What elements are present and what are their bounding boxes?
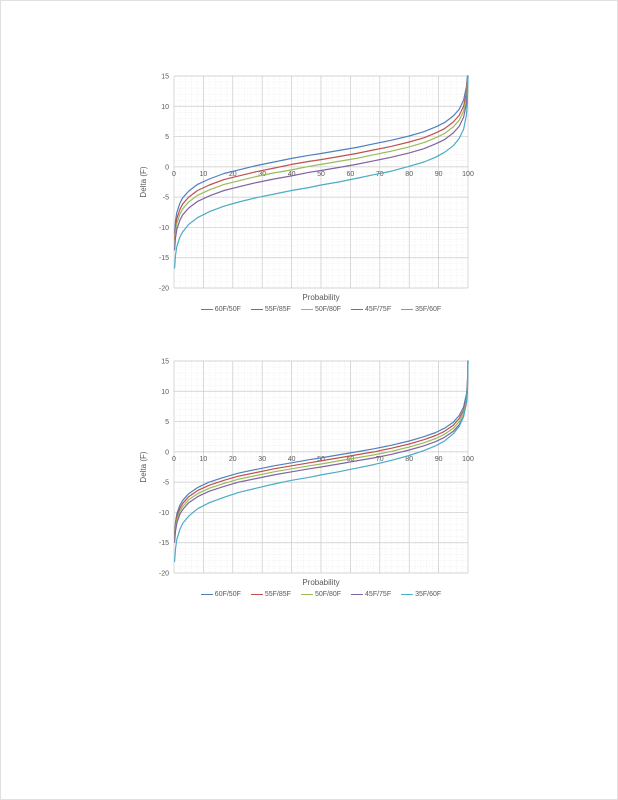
legend-label: 45F/75F: [365, 591, 392, 598]
x-tick-label: 80: [405, 456, 413, 463]
line-chart-bottom: 15 10 5 0 -5 -10 -15 -20 0 10 20 30 40 50 60 70 80 90 100 …: [136, 351, 484, 631]
y-tick-label: 0: [165, 164, 169, 171]
legend-line-sample: [250, 594, 263, 595]
x-tick-label: 10: [200, 456, 208, 463]
x-tick-label: 60: [347, 171, 355, 178]
y-tick-label: 15: [161, 74, 169, 81]
x-tick-label: 70: [376, 171, 384, 178]
legend-line-sample: [351, 309, 364, 310]
legend-line-sample: [300, 594, 313, 595]
legend-label: 55F/85F: [264, 306, 291, 313]
x-tick-label: 90: [435, 456, 443, 463]
x-tick-label: 20: [229, 171, 237, 178]
legend-item: 35F/60F: [401, 591, 441, 598]
x-tick-label: 0: [172, 171, 176, 178]
legend-item: 60F/50F: [200, 591, 241, 598]
series-45F/75F: [173, 360, 469, 543]
legend-label: 35F/60F: [415, 306, 442, 313]
y-tick-label: 5: [165, 134, 169, 141]
legend-line-sample: [200, 594, 213, 595]
y-tick-label: -15: [159, 255, 169, 262]
legend-label: 45F/75F: [365, 306, 392, 313]
x-axis-title: Probability: [302, 578, 340, 587]
x-tick-label: 40: [288, 171, 296, 178]
legend-label: 35F/60F: [415, 591, 442, 598]
legend-item: 55F/85F: [250, 306, 291, 313]
legend-label: 55F/85F: [264, 591, 291, 598]
y-axis-title: Delta (F): [139, 451, 148, 483]
y-tick-label: -5: [163, 195, 169, 202]
legend-label: 60F/50F: [214, 591, 241, 598]
legend-item: 50F/80F: [300, 591, 342, 598]
gridlines: [173, 75, 469, 289]
x-axis-title: Probability: [302, 293, 340, 302]
legend-item: 60F/50F: [200, 306, 241, 313]
y-tick-label: -20: [159, 571, 169, 578]
legend-line-sample: [300, 309, 313, 310]
legend-label: 60F/50F: [214, 306, 241, 313]
series-45F/75F: [173, 75, 469, 251]
series-35F/60F: [173, 75, 469, 269]
legend: 60F/50F 55F/85F 50F/80F 45F/75F 35F/60F: [174, 306, 468, 313]
legend-line-sample: [401, 309, 414, 310]
line-chart-top: 15 10 5 0 -5 -10 -15 -20 0 10 20 30 40 50 60 70 80 90 100 …: [136, 66, 484, 346]
legend-item: 50F/80F: [300, 306, 342, 313]
legend-item: 45F/75F: [351, 591, 391, 598]
x-tick-label: 50: [317, 171, 325, 178]
x-tick-label: 90: [435, 171, 443, 178]
y-tick-label: 10: [161, 104, 169, 111]
x-tick-label: 0: [172, 456, 176, 463]
y-axis-title: Delta (F): [139, 166, 148, 198]
legend-line-sample: [401, 594, 414, 595]
legend-label: 50F/80F: [314, 591, 342, 598]
y-tick-label: 15: [161, 359, 169, 366]
y-tick-label: -15: [159, 540, 169, 547]
series-55F/85F: [173, 360, 469, 537]
x-tick-label: 100: [462, 171, 474, 178]
legend-item: 45F/75F: [351, 306, 391, 313]
x-tick-label: 70: [376, 456, 384, 463]
y-tick-label: -10: [159, 225, 169, 232]
y-tick-label: 0: [165, 449, 169, 456]
y-tick-label: 5: [165, 419, 169, 426]
legend: 60F/50F 55F/85F 50F/80F 45F/75F 35F/60F: [174, 591, 468, 598]
series-60F/50F: [173, 360, 469, 534]
y-tick-label: 10: [161, 389, 169, 396]
legend-line-sample: [200, 309, 213, 310]
legend-line-sample: [250, 309, 263, 310]
legend-item: 55F/85F: [250, 591, 291, 598]
x-tick-label: 30: [258, 171, 266, 178]
x-tick-label: 80: [405, 171, 413, 178]
series-55F/85F: [173, 75, 469, 240]
legend-line-sample: [351, 594, 364, 595]
gridlines: [173, 360, 469, 574]
series-35F/60F: [173, 360, 469, 563]
x-tick-label: 50: [317, 456, 325, 463]
y-tick-label: -20: [159, 286, 169, 293]
x-tick-label: 100: [462, 456, 474, 463]
series-50F/80F: [173, 360, 469, 540]
series-60F/50F: [173, 75, 469, 234]
y-tick-label: -10: [159, 510, 169, 517]
legend-label: 50F/80F: [314, 306, 342, 313]
legend-item: 35F/60F: [401, 306, 441, 313]
x-tick-label: 40: [288, 456, 296, 463]
series-50F/80F: [173, 75, 469, 245]
x-tick-label: 10: [200, 171, 208, 178]
y-tick-label: -5: [163, 480, 169, 487]
x-tick-label: 20: [229, 456, 237, 463]
x-tick-label: 30: [258, 456, 266, 463]
